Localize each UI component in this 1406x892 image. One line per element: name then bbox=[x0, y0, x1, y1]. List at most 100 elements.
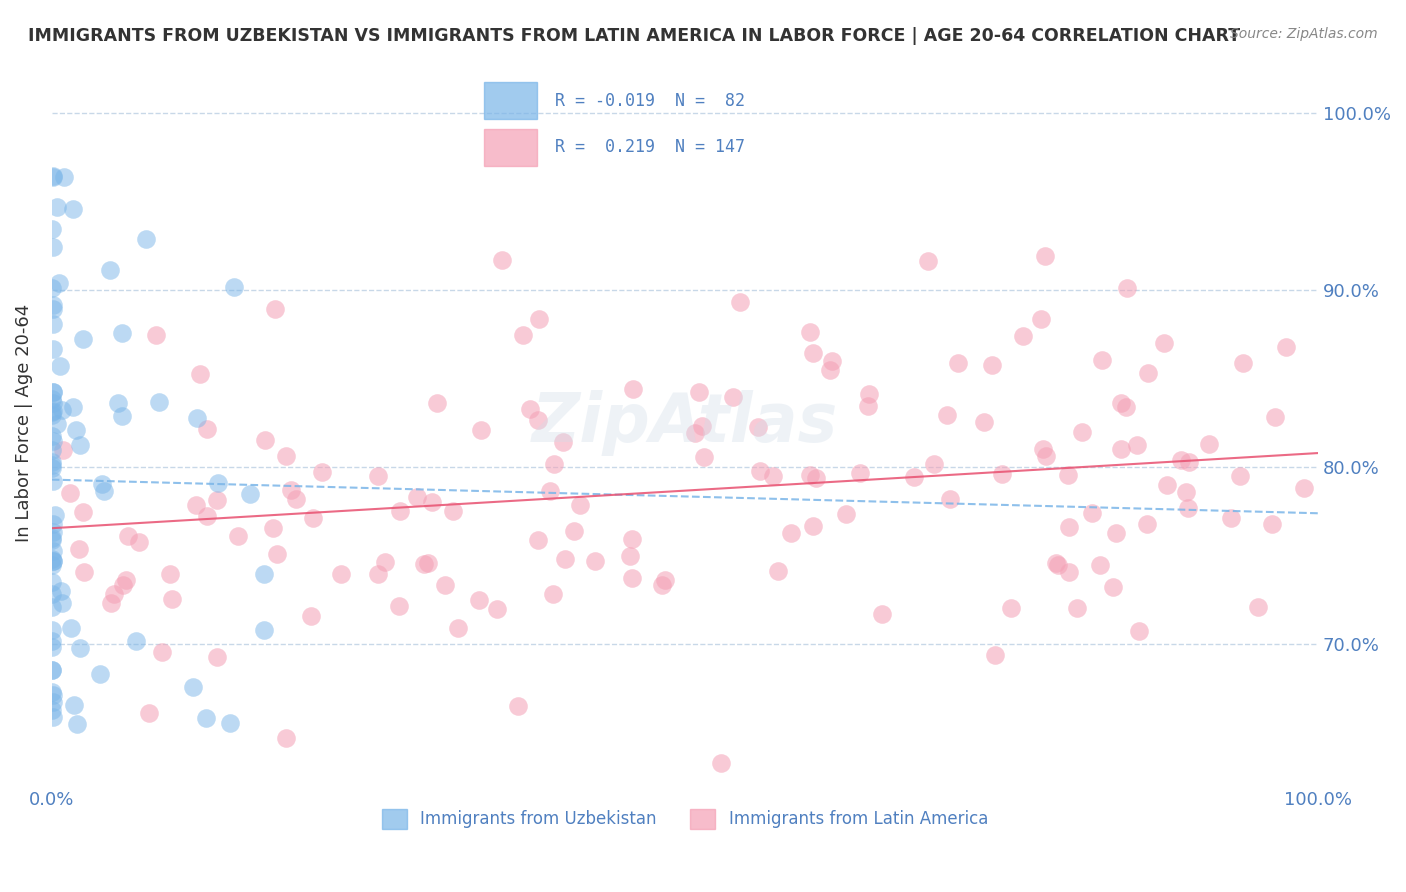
Point bbox=[922, 457, 945, 471]
Point bbox=[1066, 600, 1088, 615]
Point bbox=[543, 587, 565, 601]
Point bbox=[848, 466, 870, 480]
Point bbox=[1029, 311, 1052, 326]
Point bbox=[52, 443, 75, 458]
Point bbox=[688, 384, 710, 399]
Point bbox=[723, 390, 745, 404]
Point bbox=[818, 363, 841, 377]
Point bbox=[41, 429, 63, 443]
Point bbox=[568, 498, 591, 512]
Point bbox=[62, 202, 84, 217]
Point bbox=[150, 645, 173, 659]
Point bbox=[621, 532, 644, 546]
Point bbox=[301, 511, 323, 525]
Point bbox=[184, 498, 207, 512]
Point bbox=[44, 508, 66, 522]
Point bbox=[1126, 438, 1149, 452]
Point bbox=[903, 470, 925, 484]
Point bbox=[1294, 481, 1316, 495]
Point bbox=[42, 385, 65, 400]
Point bbox=[41, 633, 63, 648]
Point bbox=[138, 706, 160, 720]
Point bbox=[274, 449, 297, 463]
Point bbox=[218, 715, 240, 730]
Point bbox=[1261, 517, 1284, 532]
Point bbox=[100, 596, 122, 610]
Point bbox=[60, 621, 83, 635]
Point bbox=[1045, 556, 1067, 570]
Point bbox=[41, 664, 63, 678]
Point bbox=[41, 543, 63, 558]
Point bbox=[991, 467, 1014, 482]
Point bbox=[973, 415, 995, 429]
Point bbox=[53, 170, 76, 185]
Point bbox=[148, 395, 170, 409]
Point bbox=[41, 240, 63, 254]
Point bbox=[512, 328, 534, 343]
Point bbox=[63, 698, 86, 712]
Point bbox=[42, 170, 65, 185]
Point bbox=[1011, 328, 1033, 343]
Point bbox=[620, 571, 643, 585]
Point bbox=[41, 392, 63, 406]
Point bbox=[1070, 425, 1092, 439]
Point bbox=[1264, 409, 1286, 424]
Point bbox=[73, 565, 96, 579]
Point bbox=[936, 408, 959, 422]
Point bbox=[799, 467, 821, 482]
Point bbox=[41, 475, 63, 489]
Point bbox=[41, 525, 63, 540]
Point bbox=[1057, 468, 1080, 483]
Point bbox=[799, 325, 821, 339]
Point bbox=[145, 327, 167, 342]
Point bbox=[112, 578, 135, 592]
Point bbox=[651, 578, 673, 592]
Point bbox=[72, 332, 94, 346]
Point bbox=[48, 276, 70, 290]
Point bbox=[107, 396, 129, 410]
Point bbox=[45, 200, 67, 214]
Point bbox=[205, 650, 228, 665]
Point bbox=[181, 680, 204, 694]
Point bbox=[253, 433, 276, 447]
Point bbox=[103, 586, 125, 600]
Point bbox=[1247, 600, 1270, 615]
Point bbox=[41, 688, 63, 702]
Point bbox=[621, 382, 644, 396]
Point bbox=[41, 408, 63, 422]
Point bbox=[1153, 335, 1175, 350]
Point bbox=[728, 295, 751, 310]
Point bbox=[311, 465, 333, 479]
Point bbox=[41, 405, 63, 419]
Point bbox=[205, 492, 228, 507]
Point bbox=[1115, 281, 1137, 295]
Point bbox=[41, 458, 63, 472]
Point bbox=[160, 591, 183, 606]
Point bbox=[747, 420, 769, 434]
Point bbox=[1115, 400, 1137, 414]
Point bbox=[981, 359, 1004, 373]
Point bbox=[1111, 442, 1133, 456]
Point bbox=[619, 549, 641, 563]
Point bbox=[748, 464, 770, 478]
Point bbox=[42, 343, 65, 357]
Text: Source: ZipAtlas.com: Source: ZipAtlas.com bbox=[1230, 27, 1378, 41]
Point bbox=[299, 609, 322, 624]
Point bbox=[1102, 581, 1125, 595]
Point bbox=[41, 554, 63, 568]
Point bbox=[239, 487, 262, 501]
Point bbox=[527, 533, 550, 547]
Y-axis label: In Labor Force | Age 20-64: In Labor Force | Age 20-64 bbox=[15, 303, 32, 541]
Point bbox=[835, 507, 858, 521]
Point bbox=[128, 534, 150, 549]
Point bbox=[41, 553, 63, 567]
Point bbox=[1035, 449, 1057, 463]
Point bbox=[426, 396, 449, 410]
Point bbox=[506, 698, 529, 713]
Text: IMMIGRANTS FROM UZBEKISTAN VS IMMIGRANTS FROM LATIN AMERICA IN LABOR FORCE | AGE: IMMIGRANTS FROM UZBEKISTAN VS IMMIGRANTS… bbox=[28, 27, 1240, 45]
Point bbox=[447, 621, 470, 635]
Point bbox=[280, 483, 302, 497]
Point bbox=[195, 422, 218, 436]
Point bbox=[41, 558, 63, 572]
Point bbox=[115, 574, 138, 588]
